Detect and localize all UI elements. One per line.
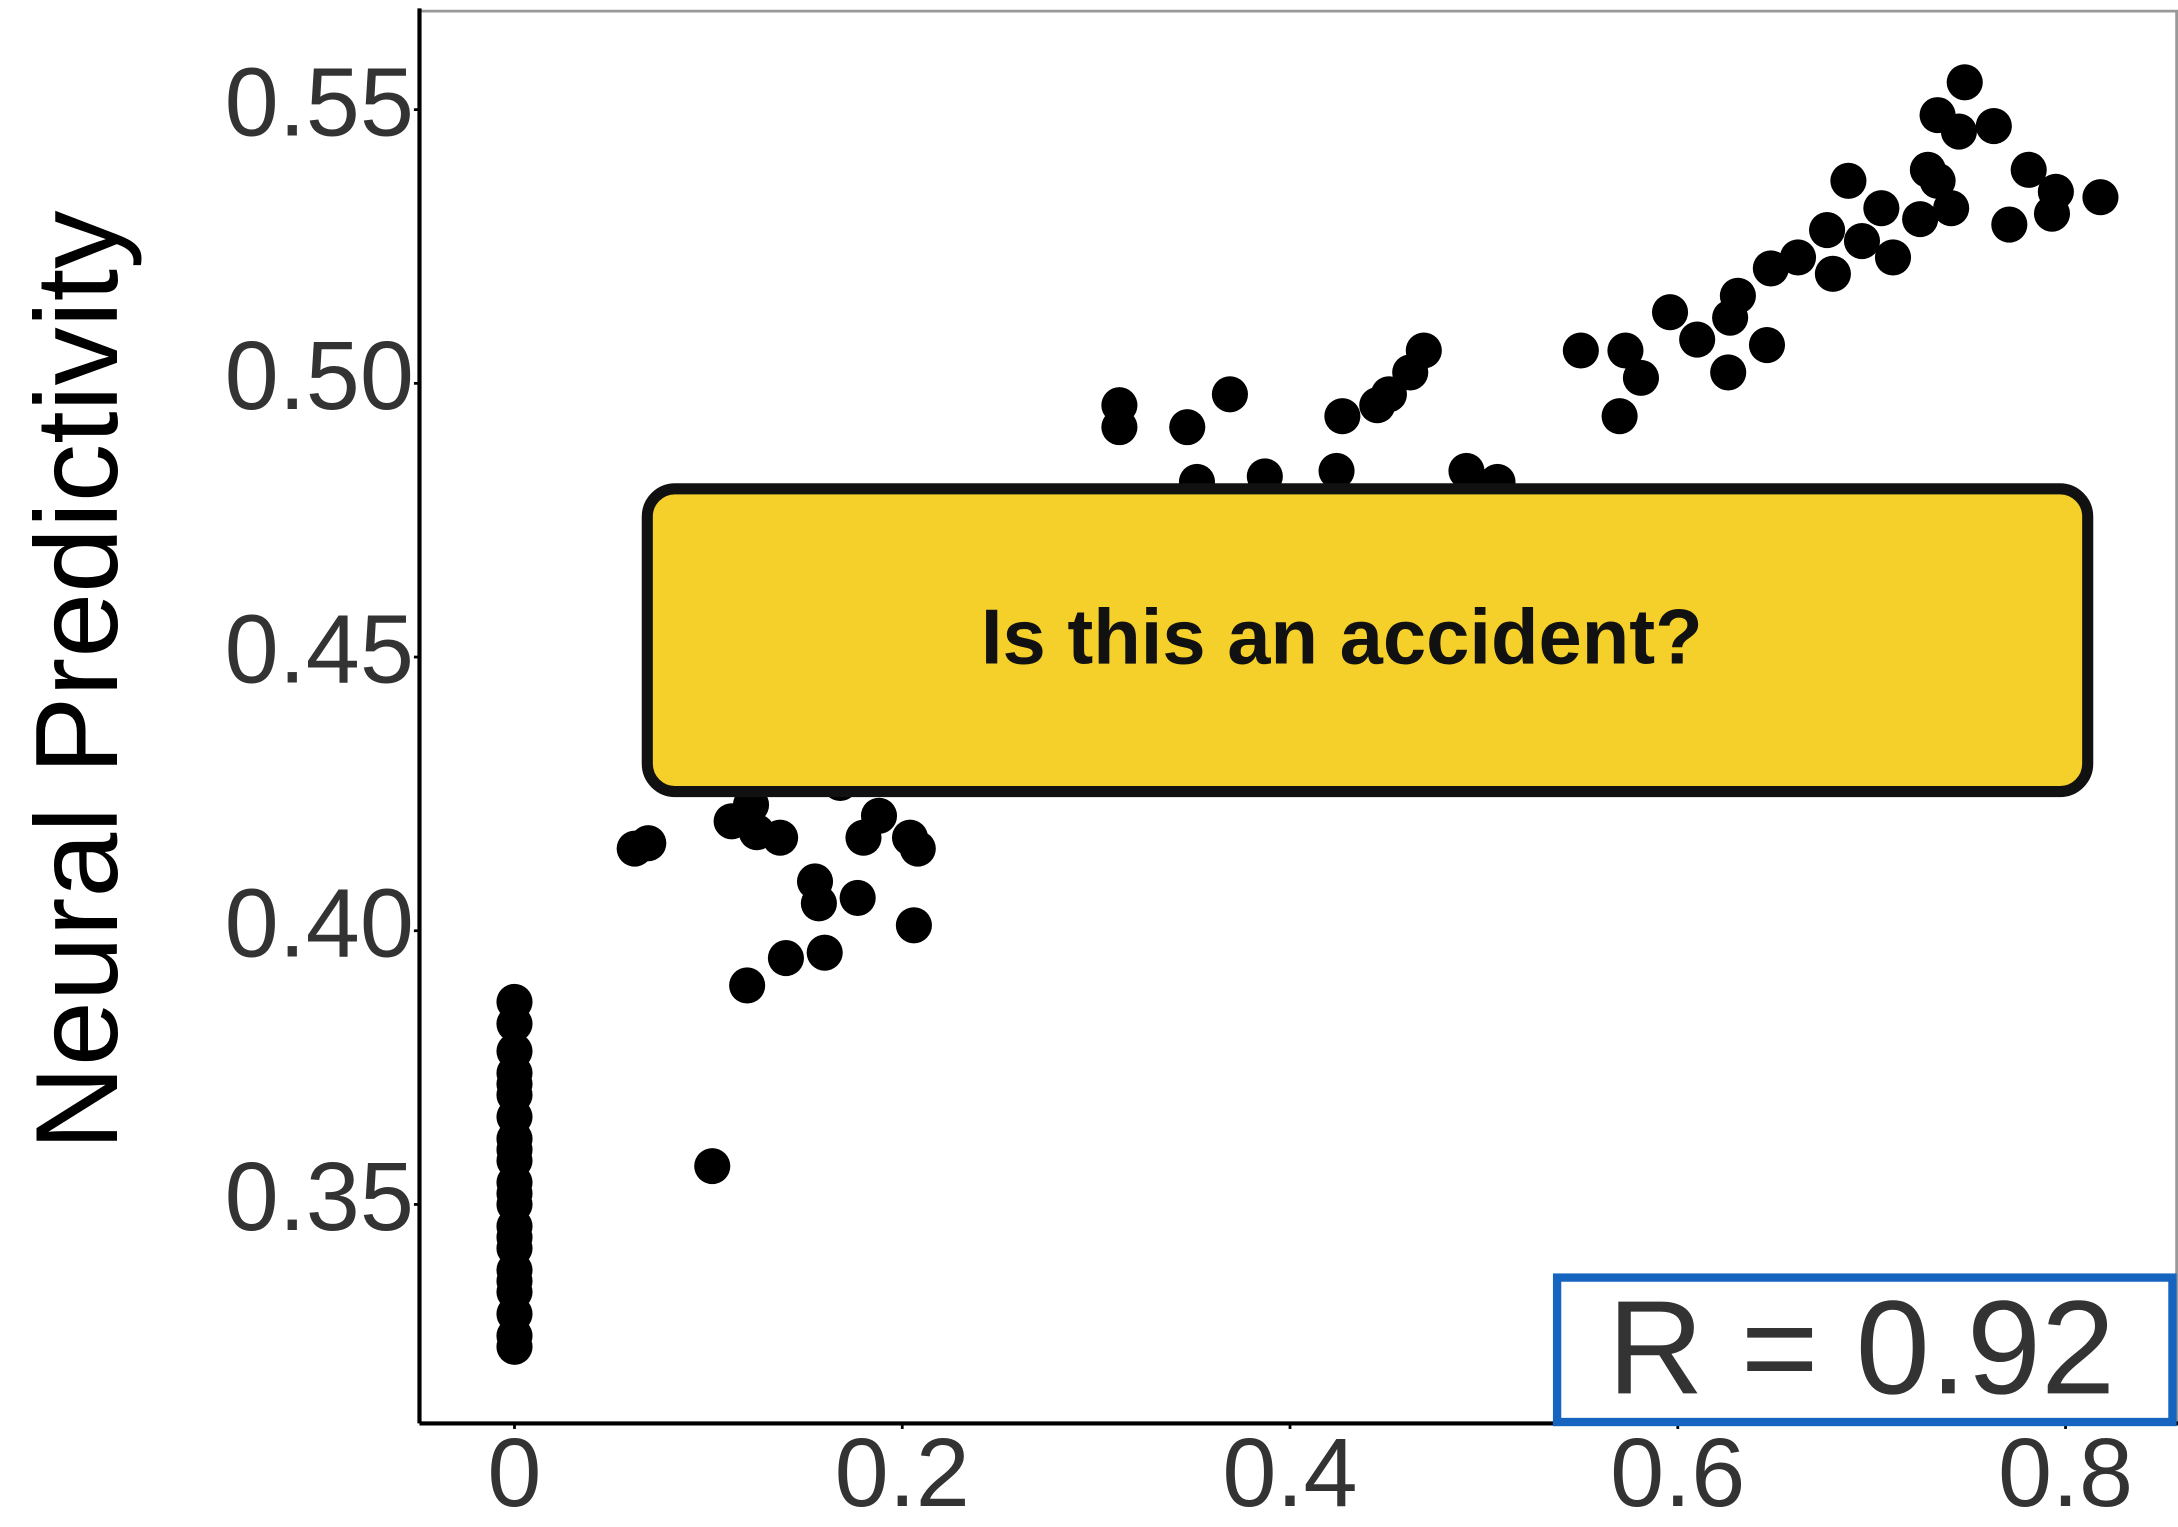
data-point	[1902, 201, 1938, 237]
data-point	[496, 1132, 532, 1168]
data-point	[1406, 332, 1442, 368]
data-point	[2038, 174, 2074, 210]
callout-text: Is this an accident?	[981, 595, 1703, 681]
data-point	[1844, 223, 1880, 259]
data-point	[1623, 360, 1659, 396]
data-point	[1679, 321, 1715, 357]
y-tick-label: 0.55	[225, 47, 414, 156]
data-point	[1815, 256, 1851, 292]
data-point	[1941, 113, 1977, 149]
data-point	[896, 907, 932, 943]
data-point	[1101, 409, 1137, 445]
data-point	[496, 1329, 532, 1365]
data-point	[1875, 239, 1911, 275]
data-point	[1780, 239, 1816, 275]
y-tick-label: 0.45	[225, 595, 414, 704]
data-point	[496, 1175, 532, 1211]
x-tick-label: 0.6	[1610, 1418, 1745, 1522]
data-point	[1602, 398, 1638, 434]
data-point	[1212, 376, 1248, 412]
data-point	[1652, 294, 1688, 330]
data-point	[1991, 207, 2027, 243]
data-point	[496, 1263, 532, 1299]
data-point	[729, 967, 765, 1003]
x-tick-label: 0.4	[1222, 1418, 1357, 1522]
data-point	[1830, 163, 1866, 199]
y-tick-label: 0.35	[225, 1142, 414, 1251]
data-point	[496, 1066, 532, 1102]
x-tick-label: 0.8	[1998, 1418, 2133, 1522]
y-tick-label: 0.50	[225, 321, 414, 430]
data-point	[1920, 163, 1956, 199]
data-point	[1563, 332, 1599, 368]
data-point	[1947, 64, 1983, 100]
y-tick-label: 0.40	[225, 868, 414, 977]
annotation: R = 0.92	[1607, 1273, 2115, 1422]
data-point	[1809, 212, 1845, 248]
data-point	[900, 831, 936, 867]
data-point	[807, 935, 843, 971]
data-point	[1720, 278, 1756, 314]
data-point	[1324, 398, 1360, 434]
data-point	[630, 825, 666, 861]
data-point	[1710, 354, 1746, 390]
x-tick-label: 0	[487, 1418, 541, 1522]
chart: Neural Predictivity 0.350.400.450.500.55…	[0, 0, 2178, 1522]
data-point	[1976, 108, 2012, 144]
data-point	[1169, 409, 1205, 445]
data-point	[797, 863, 833, 899]
data-point	[1749, 327, 1785, 363]
data-point	[768, 940, 804, 976]
data-point	[496, 1219, 532, 1255]
data-point	[840, 880, 876, 916]
data-point	[694, 1148, 730, 1184]
y-axis-label: Neural Predictivity	[11, 210, 142, 1151]
x-tick-label: 0.2	[835, 1418, 970, 1522]
data-point	[762, 820, 798, 856]
data-point	[2082, 179, 2118, 215]
data-point	[861, 798, 897, 834]
data-point	[1863, 190, 1899, 226]
